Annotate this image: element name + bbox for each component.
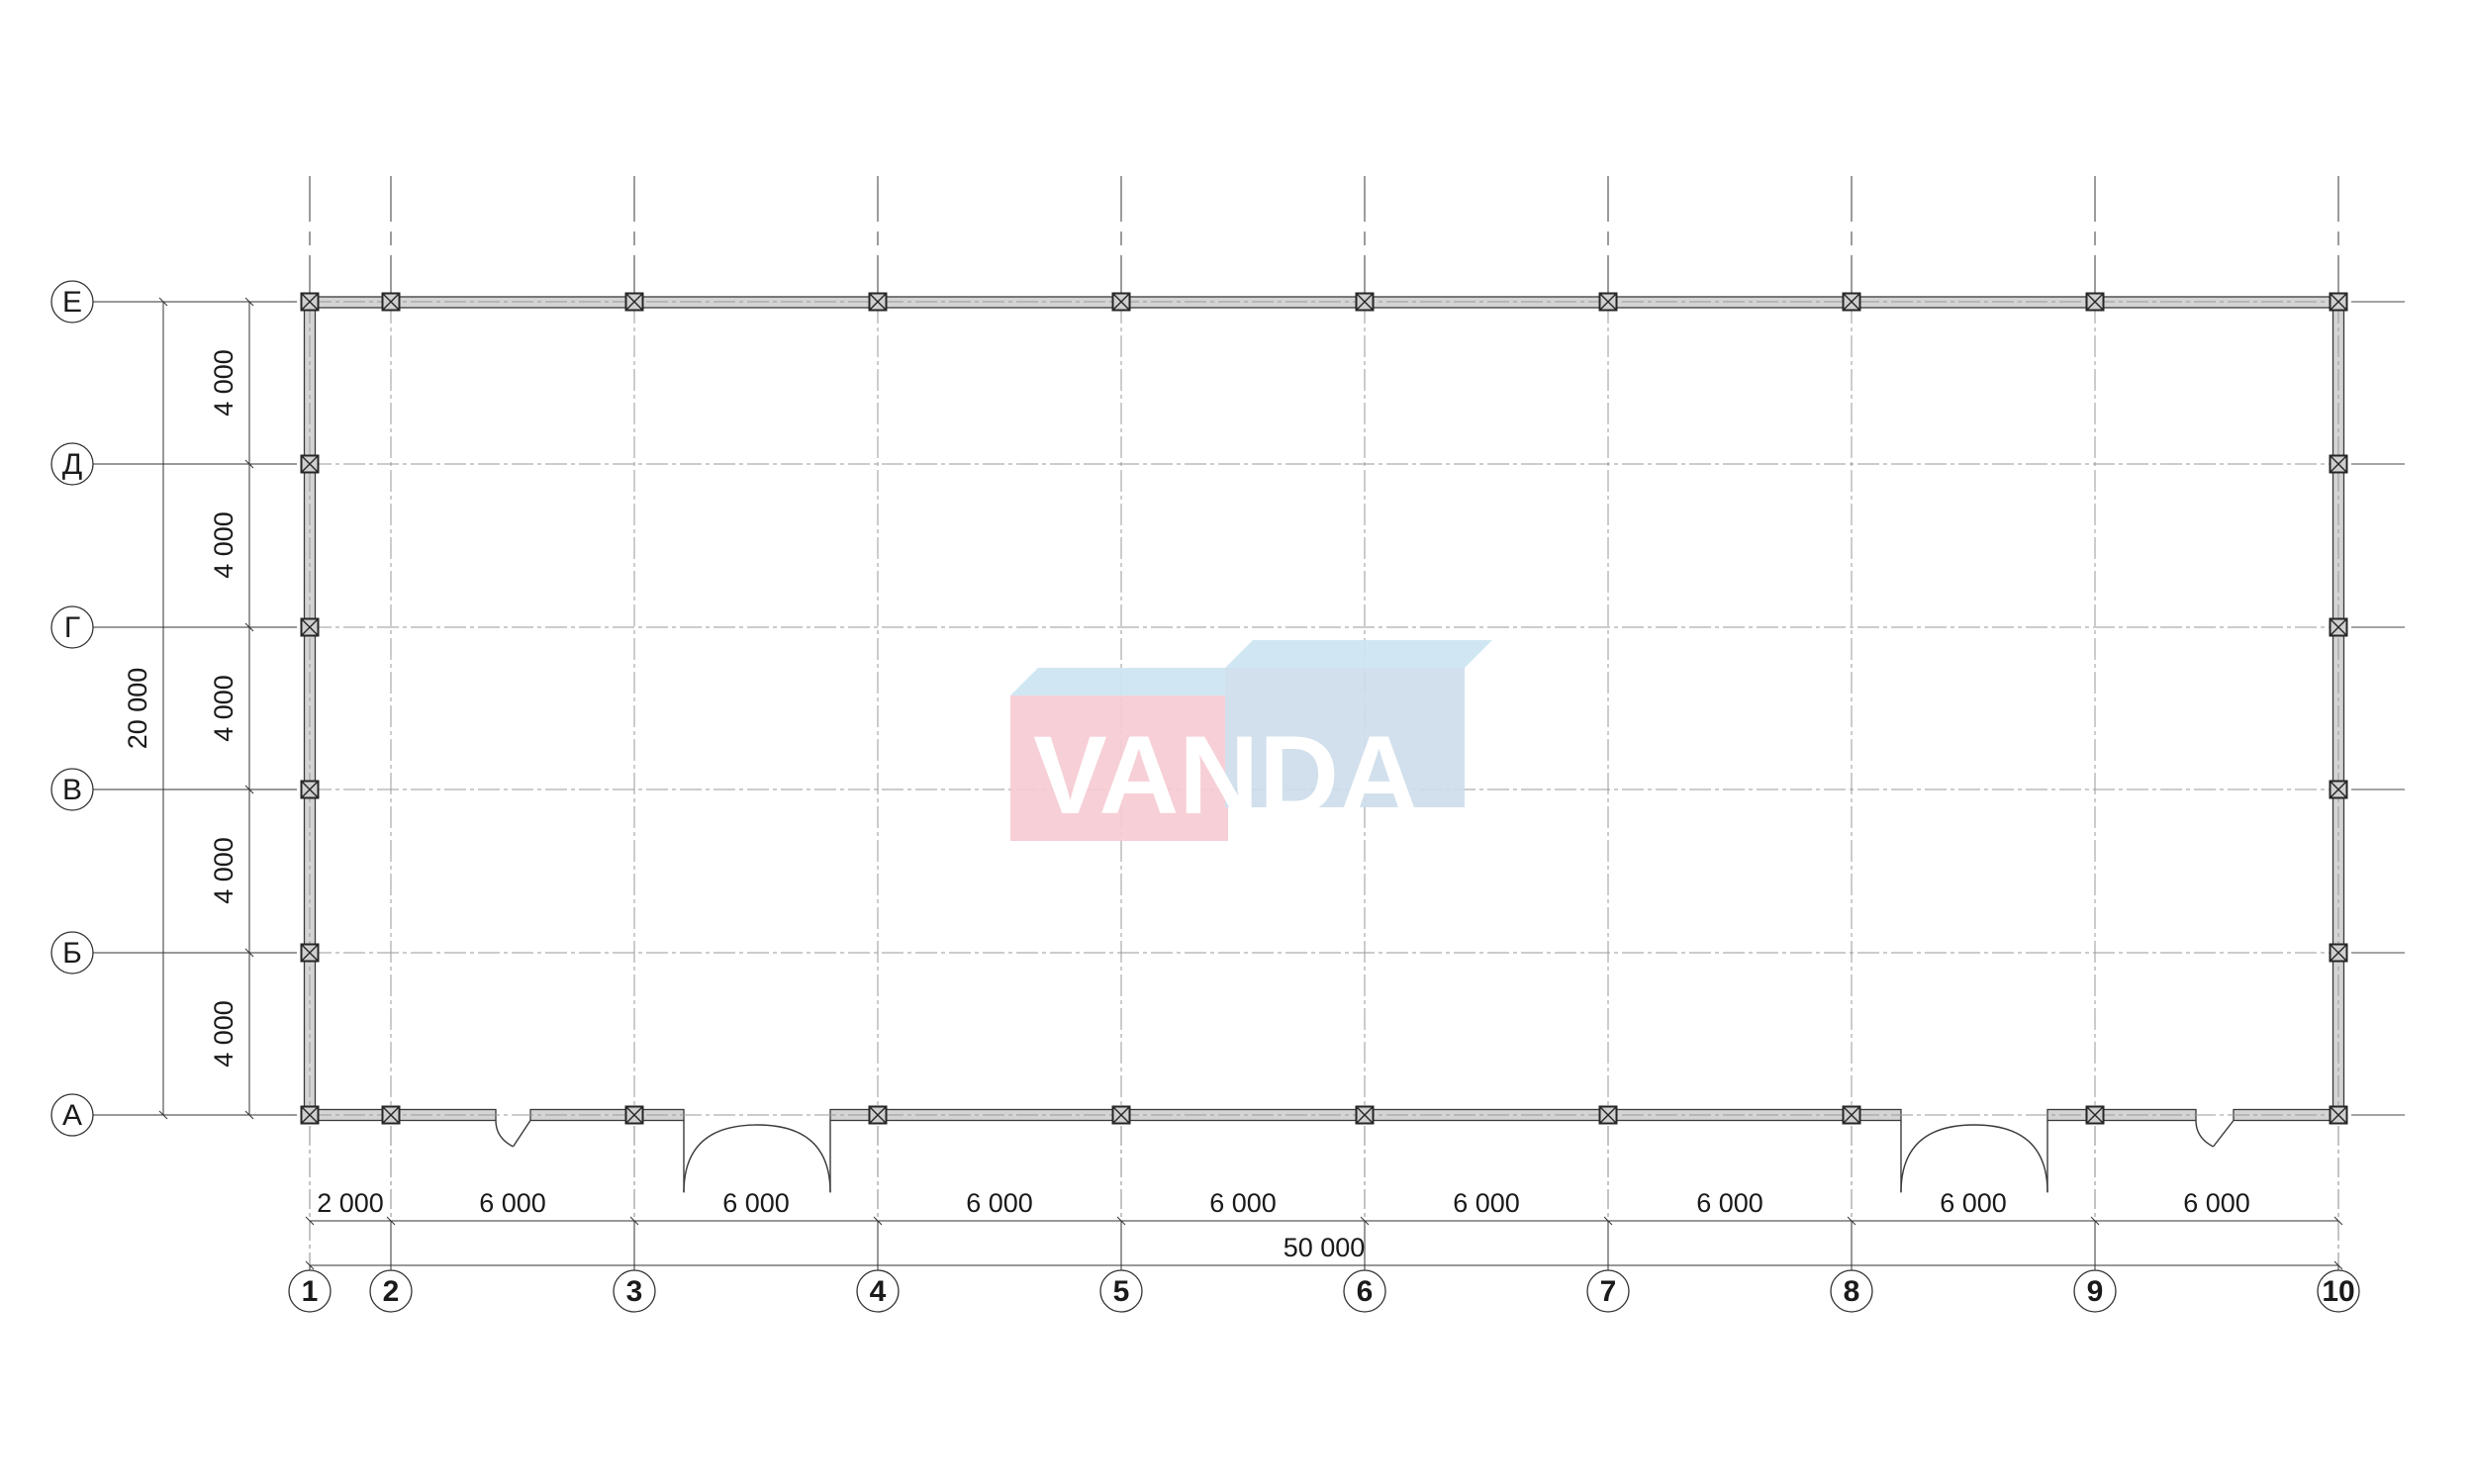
svg-text:2: 2 xyxy=(383,1275,400,1308)
svg-text:6 000: 6 000 xyxy=(1696,1188,1763,1218)
svg-text:9: 9 xyxy=(2087,1275,2104,1308)
svg-text:Д: Д xyxy=(62,448,82,481)
svg-text:6 000: 6 000 xyxy=(2183,1188,2250,1218)
svg-text:Б: Б xyxy=(62,937,82,970)
svg-text:VANDA: VANDA xyxy=(1033,713,1419,837)
svg-text:6 000: 6 000 xyxy=(1453,1188,1520,1218)
svg-text:Г: Г xyxy=(64,611,80,644)
svg-text:В: В xyxy=(62,774,82,806)
svg-text:10: 10 xyxy=(2322,1275,2354,1308)
svg-text:4 000: 4 000 xyxy=(209,675,238,742)
svg-text:5: 5 xyxy=(1113,1275,1130,1308)
svg-text:Е: Е xyxy=(62,286,82,319)
svg-text:6 000: 6 000 xyxy=(966,1188,1033,1218)
svg-text:7: 7 xyxy=(1600,1275,1617,1308)
svg-text:6: 6 xyxy=(1357,1275,1374,1308)
svg-text:6 000: 6 000 xyxy=(1209,1188,1277,1218)
svg-text:50 000: 50 000 xyxy=(1284,1233,1366,1262)
svg-text:4: 4 xyxy=(870,1275,887,1308)
svg-text:8: 8 xyxy=(1844,1275,1860,1308)
svg-text:4 000: 4 000 xyxy=(209,1000,238,1067)
svg-text:4 000: 4 000 xyxy=(209,837,238,904)
svg-text:6 000: 6 000 xyxy=(722,1188,790,1218)
svg-text:А: А xyxy=(62,1099,82,1132)
svg-text:1: 1 xyxy=(302,1275,319,1308)
svg-text:2 000: 2 000 xyxy=(317,1188,384,1218)
svg-text:4 000: 4 000 xyxy=(209,349,238,417)
svg-text:20 000: 20 000 xyxy=(123,668,152,750)
svg-text:3: 3 xyxy=(626,1275,643,1308)
svg-text:6 000: 6 000 xyxy=(479,1188,546,1218)
svg-text:6 000: 6 000 xyxy=(1940,1188,2007,1218)
svg-text:4 000: 4 000 xyxy=(209,511,238,579)
